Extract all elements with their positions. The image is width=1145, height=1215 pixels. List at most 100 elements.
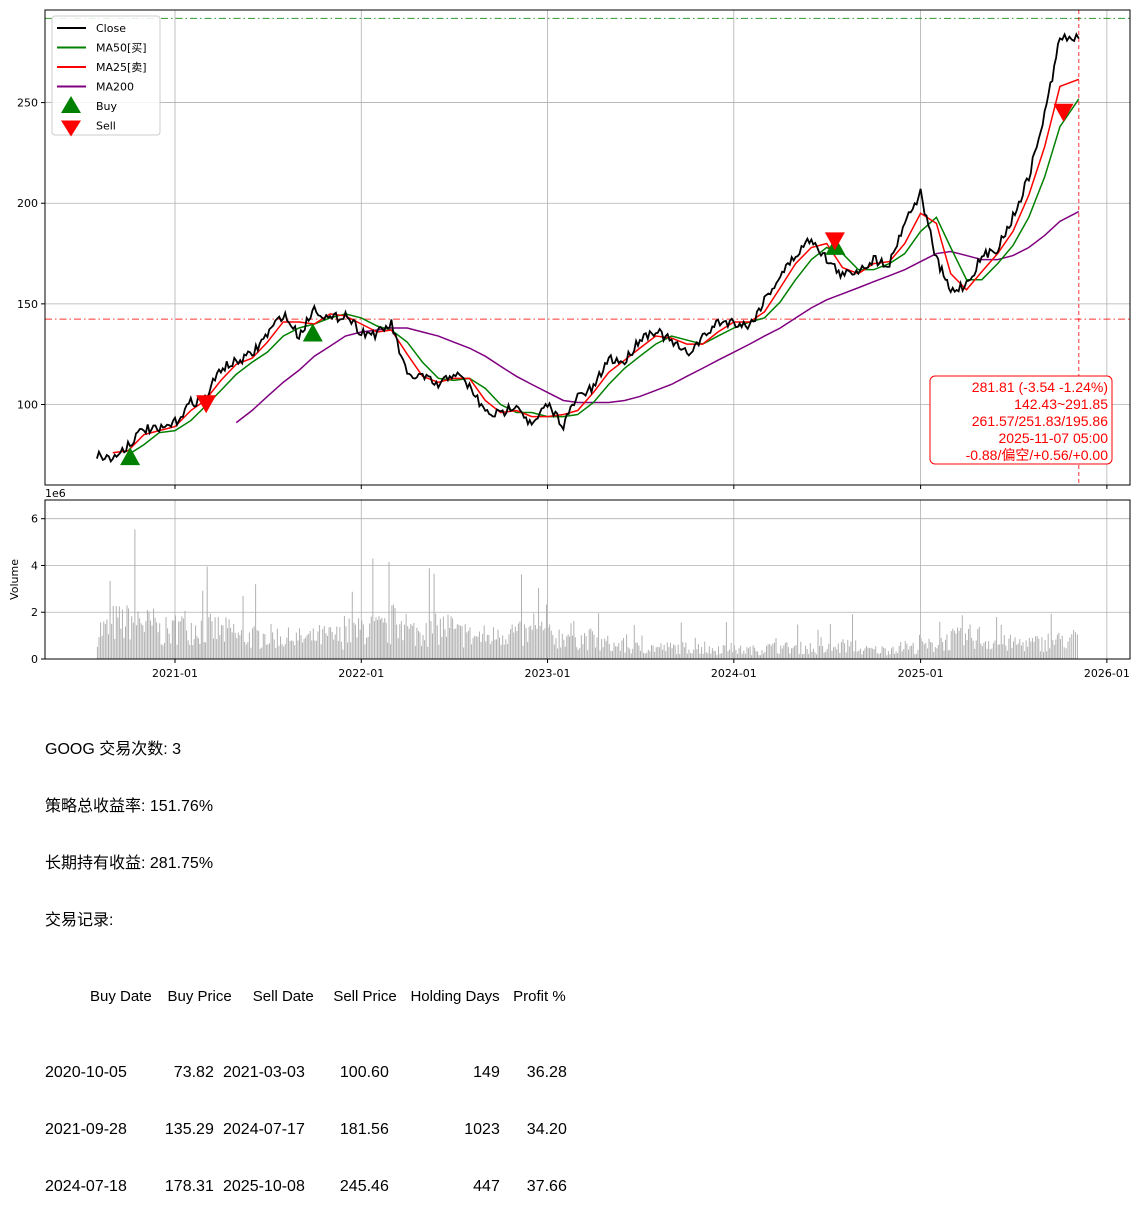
strategy-return: 策略总收益率: 151.76% [45,798,214,815]
volume-bar [671,648,673,659]
volume-bar [646,652,648,659]
volume-bar [325,633,327,659]
legend-sell-icon [61,120,81,137]
volume-bar [557,648,559,659]
volume-bar [262,633,264,659]
volume-bar [886,655,888,659]
volume-bar [781,648,783,659]
volume-bar [101,635,103,659]
volume-bar [989,649,991,659]
volume-bar [382,622,384,659]
volume-bar [137,611,139,659]
volume-bar [806,649,808,659]
volume-bar [319,625,321,659]
volume-bar [930,641,932,659]
volume-bar [792,647,794,659]
volume-bar [294,645,296,659]
volume-bar [253,626,255,659]
volume-bar [217,617,219,659]
volume-bar [626,634,628,659]
series-line-ma50 [127,98,1080,456]
volume-bar [766,645,768,659]
volume-bar [743,650,745,659]
volume-bar [216,638,218,659]
volume-bar [351,591,353,659]
volume-bar [1028,637,1030,659]
volume-bar [330,627,332,659]
volume-bar [1027,646,1029,659]
volume-bar [343,615,345,659]
volume-bar [847,639,849,659]
volume-bar [881,646,883,659]
volume-bar [696,649,698,659]
volume-bar [1008,638,1010,659]
volume-bar [396,624,398,659]
volume-bar [977,629,979,659]
volume-bar [762,653,764,659]
volume-bar [193,639,195,659]
volume-bar [660,643,662,659]
volume-bar [767,644,769,659]
volume-bar [1065,648,1067,659]
legend-label: MA200 [96,81,134,94]
volume-bar [1053,644,1055,659]
volume-bar [707,653,709,659]
volume-bar [783,645,785,659]
volume-bar [727,651,729,659]
volume-bar [757,651,759,659]
volume-bar [402,640,404,659]
cell: 100.60 [339,1064,389,1081]
volume-bar [165,617,167,659]
volume-bar [795,644,797,659]
volume-bar [497,629,499,659]
volume-bar [853,651,855,659]
volume-bar [522,645,524,659]
volume-bar [438,644,440,659]
volume-bar [624,652,626,659]
volume-bar [441,636,443,659]
volume-bar [878,653,880,659]
volume-bar [171,620,173,659]
volume-bar [491,641,493,659]
volume-bar [461,626,463,659]
volume-bar [236,638,238,659]
cell: 2024-07-18 [45,1178,127,1195]
volume-bar [153,608,155,659]
volume-bar [291,640,293,659]
volume-bar [971,637,973,659]
legend-buy-icon [61,96,81,113]
volume-bar [1024,651,1026,659]
volume-bar [389,644,391,659]
volume-bar [149,620,151,659]
volume-bar [598,613,600,659]
volume-bar [668,647,670,659]
volume-bar [820,637,822,659]
volume-bar [829,623,831,659]
volume-bar [190,622,192,659]
volume-bar [1031,638,1033,659]
volume-bar [563,639,565,659]
volume-bar [331,631,333,659]
volume-bar [506,644,508,659]
volume-bar [489,644,491,659]
volume-bar [469,627,471,659]
volume-bar [342,649,344,659]
volume-bar [649,651,651,659]
volume-bar [732,652,734,659]
volume-bar [192,645,194,659]
volume-bar [610,650,612,659]
cell: 245.46 [339,1178,389,1195]
volume-bar [643,652,645,659]
volume-bar [961,615,963,659]
volume-bar [602,647,604,659]
volume-bar [858,650,860,659]
volume-bar [655,647,657,659]
trade-row: 2021-09-28 135.29 2024-07-17 181.56 1023 34.2… [45,1120,567,1139]
volume-bar [837,643,839,659]
volume-bar [1043,652,1045,659]
volume-bar [942,642,944,659]
volume-bar [919,634,921,659]
sell-marker [1053,103,1074,122]
volume-bar [134,529,136,659]
volume-bar [1014,637,1016,659]
